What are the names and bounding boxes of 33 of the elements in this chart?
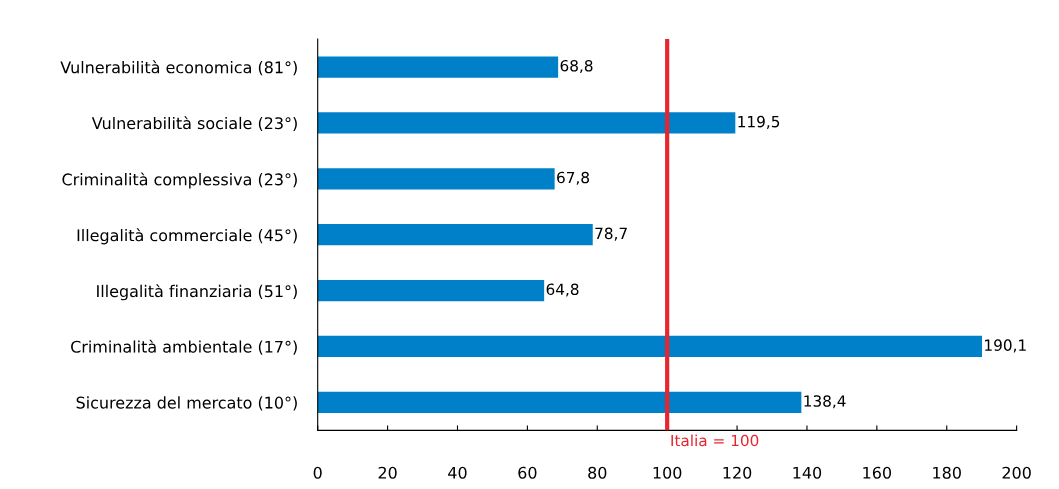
x-tick-label: 200 [1002,466,1031,479]
data-label: 190,1 [985,339,1026,353]
x-tick-label: 160 [863,466,892,479]
x-tick-label: 120 [723,466,752,479]
x-tick-label: 80 [588,466,607,479]
bar [317,391,802,413]
data-label: 138,4 [804,395,846,409]
y-tick-label: Sicurezza del mercato (10°) [76,396,297,411]
bar [317,168,555,190]
data-label: 78,7 [595,227,627,241]
x-tick-label: 20 [378,466,397,479]
y-tick-label: Illegalità commerciale (45°) [77,228,297,245]
y-tick-label: Illegalità finanziaria (51°) [97,284,297,301]
data-label: 119,5 [738,115,780,129]
x-tick-label: 40 [448,466,467,479]
x-tick-label: 180 [933,466,961,479]
y-tick-label: Criminalità ambientale (17°) [71,339,297,355]
bar [317,112,736,134]
x-tick-label: 60 [518,466,537,479]
x-tick-label: 0 [313,466,322,479]
y-tick-label: Criminalità complessiva (23°) [62,172,297,189]
bar [317,335,983,358]
x-tick-label: 140 [793,466,822,479]
bar [317,56,559,78]
ref-line-label: Italia = 100 [671,434,759,447]
bar [317,279,545,302]
y-tick-label: Vulnerabilità economica (81°) [60,60,297,76]
bar [317,224,593,246]
data-label: 68,8 [560,59,593,74]
data-label: 67,8 [557,171,589,185]
data-label: 64,8 [546,283,579,297]
x-tick-label: 100 [653,466,682,479]
y-tick-label: Vulnerabilità sociale (23°) [91,116,297,132]
